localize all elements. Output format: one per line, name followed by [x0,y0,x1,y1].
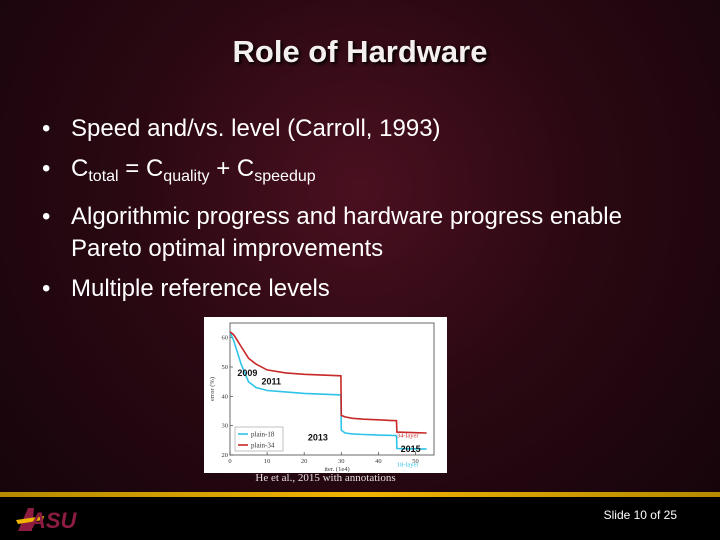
x-tick-label: 20 [301,458,308,465]
y-tick-label: 20 [222,452,229,459]
formula-sub-quality: quality [163,168,210,185]
bullet-text: Speed and/vs. level (Carroll, 1993) [71,115,441,142]
bullet-text: Multiple reference levels [71,275,330,302]
plot-frame [229,322,435,456]
legend-box [234,426,284,452]
asu-logo: ASU [16,508,78,532]
x-tick-label: 10 [264,458,271,465]
bullet-pareto: Algorithmic progress and hardware progre… [42,201,682,265]
annotation-label: 2009 [237,368,257,378]
bullet-text: Algorithmic progress and hardware progre… [71,203,622,262]
series-line-plain-34 [229,331,427,434]
legend-label-plain-34: plain-34 [251,442,275,450]
error-curve-chart: 0 10 20 30 40 50 20 30 40 50 60 error (%) iter. (1e4… [209,322,435,473]
bullet-speed-level: Speed and/vs. level (Carroll, 1993) [42,113,682,145]
footer-divider [0,492,720,497]
slide-number: Slide 10 of 25 [603,508,677,522]
x-tick-label: 0 [228,458,231,465]
annotation-label: 2013 [308,432,328,442]
annotation-label: 2011 [262,377,282,387]
slide-title: Role of Hardware [232,34,488,69]
y-axis-label: error (%) [209,377,216,401]
formula-c-total: C [71,155,89,182]
formula-c-quality: C [145,155,164,182]
formula-plus: + [209,155,237,182]
y-tick-label: 60 [222,335,229,342]
bullet-reference-levels: Multiple reference levels [42,273,682,305]
annotation-label: 2015 [401,444,421,454]
logo-lettering: ASU [29,508,78,532]
figure-caption: He et al., 2015 with annotations [255,472,396,484]
formula-equals: = [118,155,146,182]
legend-label-plain-18: plain-18 [251,431,275,439]
formula-sub-speedup: speedup [254,168,316,185]
x-tick-label: 40 [375,458,382,465]
bullet-formula: Ctotal = Cquality + Cspeedup [42,153,682,193]
annotation-label: 18-layer [397,462,419,469]
error-curve-figure: 0 10 20 30 40 50 20 30 40 50 60 error (%) iter. (1e4… [204,317,447,473]
bullet-list: Speed and/vs. level (Carroll, 1993) Ctot… [42,113,682,313]
footer-bar [0,497,720,540]
formula-c-speedup: C [236,155,255,182]
formula-sub-total: total [88,168,119,185]
x-tick-label: 30 [338,458,345,465]
x-axis-label: iter. (1e4) [324,466,349,473]
annotation-label: 34-layer [397,432,419,439]
y-tick-label: 40 [222,393,229,400]
y-tick-label: 30 [222,423,229,430]
x-tick-label: 50 [412,458,419,465]
y-tick-label: 50 [222,364,229,371]
